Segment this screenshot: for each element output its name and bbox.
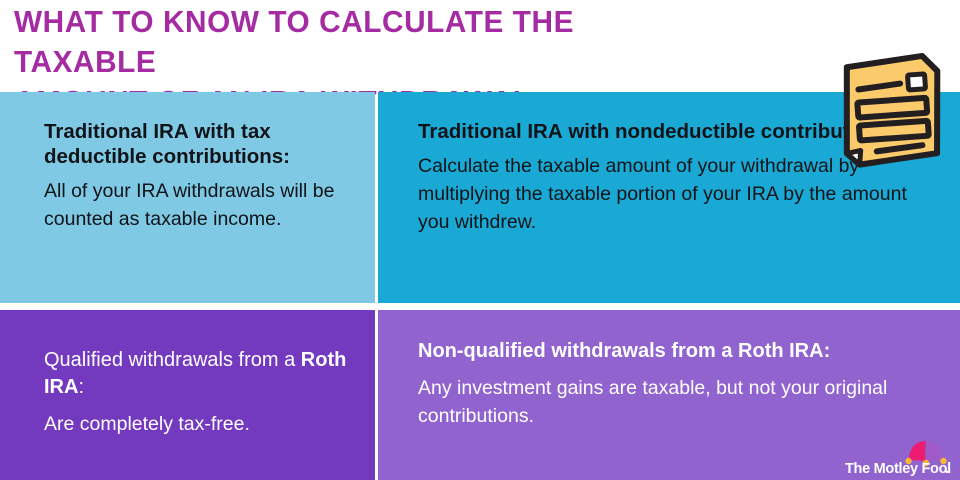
logo-trademark: . [945, 461, 949, 477]
panel-inner: Non-qualified withdrawals from a Roth IR… [378, 310, 960, 480]
panel-inner: Traditional IRA with tax deductible cont… [0, 92, 375, 303]
panel-heading-strong: Roth IRA [44, 349, 347, 398]
jester-hat-icon [905, 441, 947, 467]
logo-wordmark: The Motley Fool [845, 461, 951, 477]
panel-heading-lead: Non-qualified withdrawals from a [418, 340, 739, 362]
panel-roth-nonqualified: Non-qualified withdrawals from a Roth IR… [378, 310, 960, 480]
panel-heading: Non-qualified withdrawals from a Roth IR… [418, 338, 930, 365]
panel-heading-tail: : [823, 340, 831, 362]
title-block: WHAT TO KNOW TO CALCULATE THE TAXABLE AM… [14, 2, 734, 119]
panel-text-group: Traditional IRA with tax deductible cont… [44, 119, 357, 233]
panel-heading-strong: Traditional IRA [418, 120, 563, 143]
panel-traditional-ira-nondeductible: Traditional IRA with nondeductible contr… [378, 92, 960, 303]
panel-heading-strong: Traditional IRA [44, 120, 189, 143]
panel-inner: Qualified withdrawals from a Roth IRA: A… [0, 310, 375, 480]
panel-body: Any investment gains are taxable, but no… [418, 377, 888, 427]
panel-heading-rest: with tax deductible contributions: [44, 120, 290, 168]
panel-heading-strong: Roth IRA [738, 340, 824, 362]
panel-inner: Traditional IRA with nondeductible contr… [378, 92, 960, 303]
panel-heading-rest: with nondeductible contributions: [562, 120, 899, 143]
panel-body: Calculate the taxable amount of your wit… [418, 155, 907, 233]
panel-traditional-ira-deductible: Traditional IRA with tax deductible cont… [0, 92, 375, 303]
panel-text-group: Traditional IRA with nondeductible contr… [418, 119, 930, 236]
panel-heading: Qualified withdrawals from a Roth IRA: [44, 347, 357, 401]
panel-heading: Traditional IRA with tax deductible cont… [44, 119, 357, 169]
the-motley-fool-logo[interactable]: The Motley Fool . [845, 440, 951, 478]
panel-roth-qualified: Qualified withdrawals from a Roth IRA: A… [0, 310, 375, 480]
panel-heading-tail: : [78, 376, 85, 398]
panel-text-group: Non-qualified withdrawals from a Roth IR… [418, 338, 930, 430]
panel-heading: Traditional IRA with nondeductible contr… [418, 119, 930, 144]
panel-text-group: Qualified withdrawals from a Roth IRA: A… [44, 347, 357, 438]
panel-body: All of your IRA withdrawals will be coun… [44, 180, 335, 230]
panel-heading-lead: Qualified withdrawals from a [44, 349, 301, 371]
panel-body: Are completely tax-free. [44, 413, 250, 435]
